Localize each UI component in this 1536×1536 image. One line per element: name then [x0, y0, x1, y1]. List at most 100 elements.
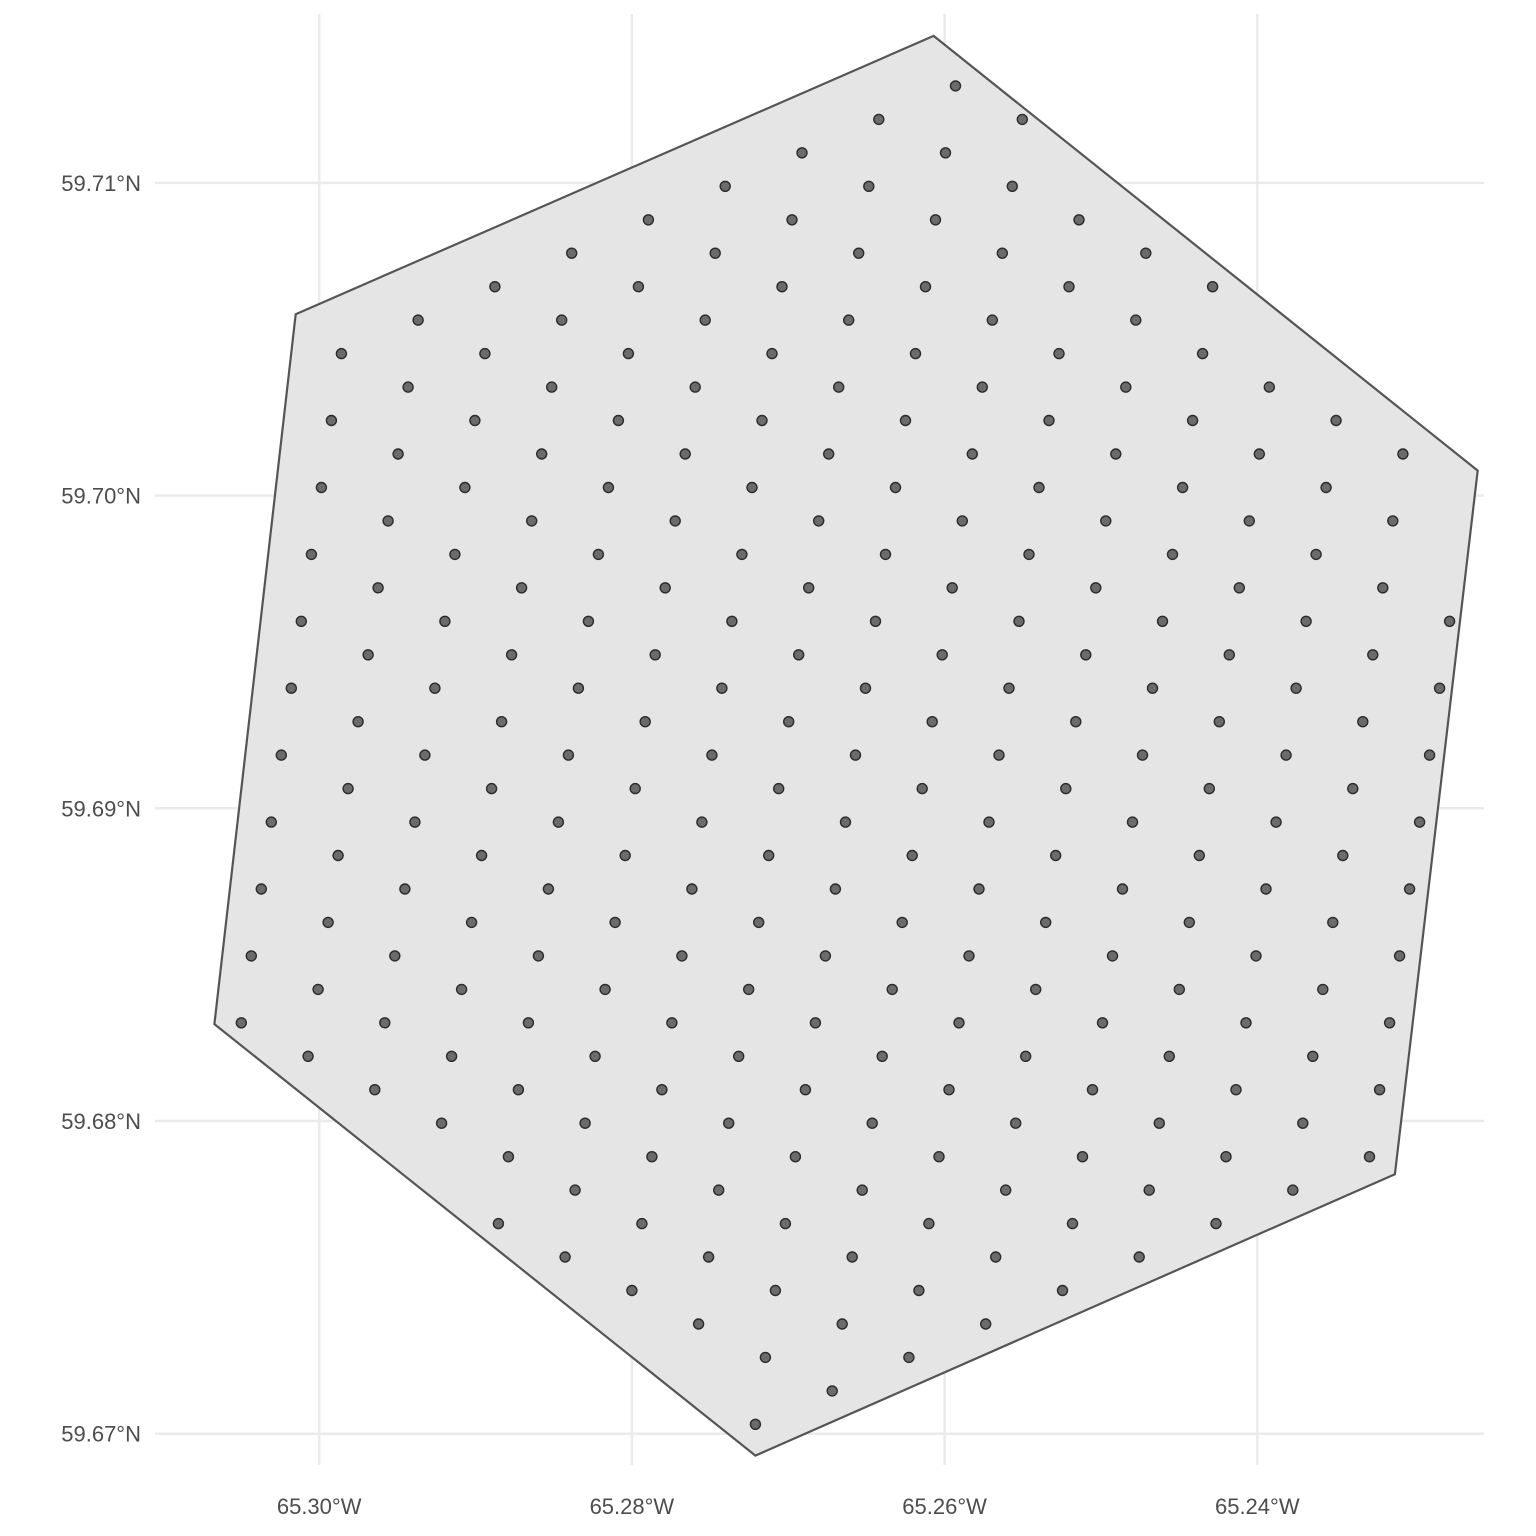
sample-point [322, 916, 334, 929]
sample-point [646, 1150, 658, 1163]
x-tick-label: 65.24°W [1215, 1494, 1300, 1519]
sample-point [445, 1050, 458, 1063]
sample-point [502, 1150, 515, 1163]
sample-point [719, 180, 731, 193]
sample-point [579, 1117, 591, 1129]
sample-point [552, 816, 565, 828]
sample-point [392, 448, 404, 460]
sample-point [1183, 916, 1196, 929]
sample-point [679, 448, 691, 460]
sample-point [1320, 481, 1332, 494]
sample-point [716, 682, 728, 694]
sample-point [305, 548, 318, 561]
sample-point [723, 1117, 735, 1129]
sample-point [1120, 381, 1132, 393]
sample-point [1223, 649, 1236, 661]
sample-point [632, 281, 645, 293]
sample-point [1143, 1184, 1155, 1196]
sample-point [1060, 782, 1072, 795]
sample-point [923, 1217, 935, 1230]
sample-point [779, 1217, 792, 1230]
sample-point [1023, 548, 1035, 561]
sample-point [275, 749, 287, 761]
sample-point [916, 782, 928, 795]
sample-point [913, 1284, 925, 1297]
sample-point [1016, 113, 1028, 126]
sample-point [1297, 1117, 1309, 1129]
sample-point [899, 414, 912, 427]
sample-point [352, 716, 364, 728]
sample-point [1393, 950, 1406, 962]
sample-point [956, 515, 968, 527]
sample-point [1073, 214, 1085, 226]
sample-point [929, 214, 942, 226]
sample-point [1210, 1217, 1222, 1230]
sample-point [639, 716, 651, 728]
sample-point [569, 1184, 581, 1196]
sample-point [602, 481, 615, 494]
sample-point [1019, 1050, 1032, 1063]
sample-point [562, 749, 575, 761]
sample-point [953, 1017, 965, 1029]
sample-point [1397, 448, 1409, 460]
sample-point [939, 147, 952, 159]
sample-point [766, 347, 778, 360]
sample-point [743, 983, 755, 996]
sample-point [532, 950, 545, 962]
sample-point [809, 1017, 822, 1029]
y-tick-label: 59.71°N [61, 171, 141, 196]
sample-point [1403, 883, 1416, 895]
sample-point [796, 147, 808, 159]
sample-point [515, 582, 528, 594]
sample-point [1290, 682, 1302, 694]
sample-point [409, 816, 421, 828]
sample-point [1126, 816, 1139, 828]
sample-point [713, 1184, 725, 1196]
sample-point [1307, 1050, 1319, 1063]
sample-point [522, 1017, 535, 1029]
sample-point [856, 1184, 868, 1196]
hexagon-boundary [213, 34, 1479, 1457]
sample-point [566, 247, 578, 259]
sample-point [1053, 347, 1065, 360]
sample-point [706, 749, 718, 761]
sample-point [485, 782, 498, 795]
sample-point [582, 615, 595, 627]
sample-point [666, 1017, 678, 1029]
sample-point [786, 214, 798, 226]
sample-point [475, 849, 488, 862]
sample-point [642, 214, 655, 226]
sample-point [536, 448, 548, 460]
sample-point [612, 414, 625, 427]
sample-point [1383, 1017, 1396, 1029]
sample-point [1146, 682, 1159, 694]
sample-point [1043, 414, 1055, 427]
sample-point [793, 649, 805, 661]
y-tick-label: 59.67°N [61, 1422, 141, 1447]
sample-point [980, 1318, 992, 1330]
sample-point [455, 983, 468, 996]
sample-point [1287, 1184, 1299, 1196]
sample-point [839, 816, 852, 828]
sample-point [1213, 716, 1226, 728]
sample-point [1136, 749, 1149, 761]
sample-point [676, 950, 688, 962]
sample-point [966, 448, 978, 460]
sample-point [1443, 615, 1456, 627]
sample-point [1110, 448, 1122, 460]
sample-point [1347, 782, 1359, 795]
sample-point [265, 816, 277, 828]
sample-point [1433, 682, 1446, 694]
sample-point [993, 749, 1005, 761]
sample-point [699, 314, 711, 326]
sample-point [1003, 682, 1015, 694]
sample-point [1100, 515, 1112, 527]
sample-point [465, 916, 478, 929]
sample-point [626, 1284, 638, 1297]
sample-point [1006, 180, 1018, 193]
sample-point [1250, 950, 1262, 962]
y-tick-label: 59.69°N [61, 796, 141, 821]
sample-point [505, 649, 518, 661]
sample-point [599, 983, 611, 996]
sample-point [1096, 1017, 1109, 1029]
